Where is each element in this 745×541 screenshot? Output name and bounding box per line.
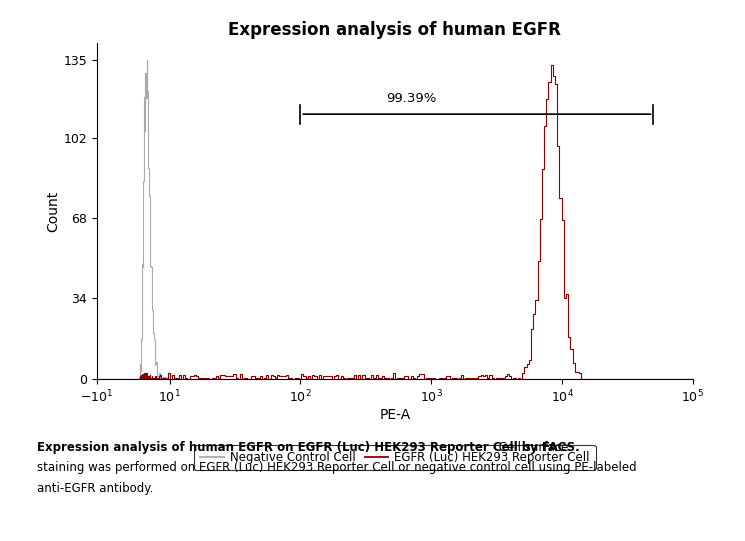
Text: 99.39%: 99.39% — [387, 91, 437, 105]
Legend: Negative Control Cell, EGFR (Luc) HEK293 Reporter Cell: Negative Control Cell, EGFR (Luc) HEK293… — [194, 445, 595, 470]
Title: Expression analysis of human EGFR: Expression analysis of human EGFR — [229, 21, 561, 39]
Text: Expression analysis of human EGFR on EGFR (Luc) HEK293 Reporter Cell by FACS.: Expression analysis of human EGFR on EGF… — [37, 441, 580, 454]
X-axis label: PE-A: PE-A — [379, 408, 410, 422]
Text: Cell surface: Cell surface — [495, 441, 568, 454]
Y-axis label: Count: Count — [47, 190, 60, 232]
Text: staining was performed on EGFR (Luc) HEK293 Reporter Cell or negative control ce: staining was performed on EGFR (Luc) HEK… — [37, 461, 637, 474]
Text: anti-EGFR antibody.: anti-EGFR antibody. — [37, 482, 153, 495]
